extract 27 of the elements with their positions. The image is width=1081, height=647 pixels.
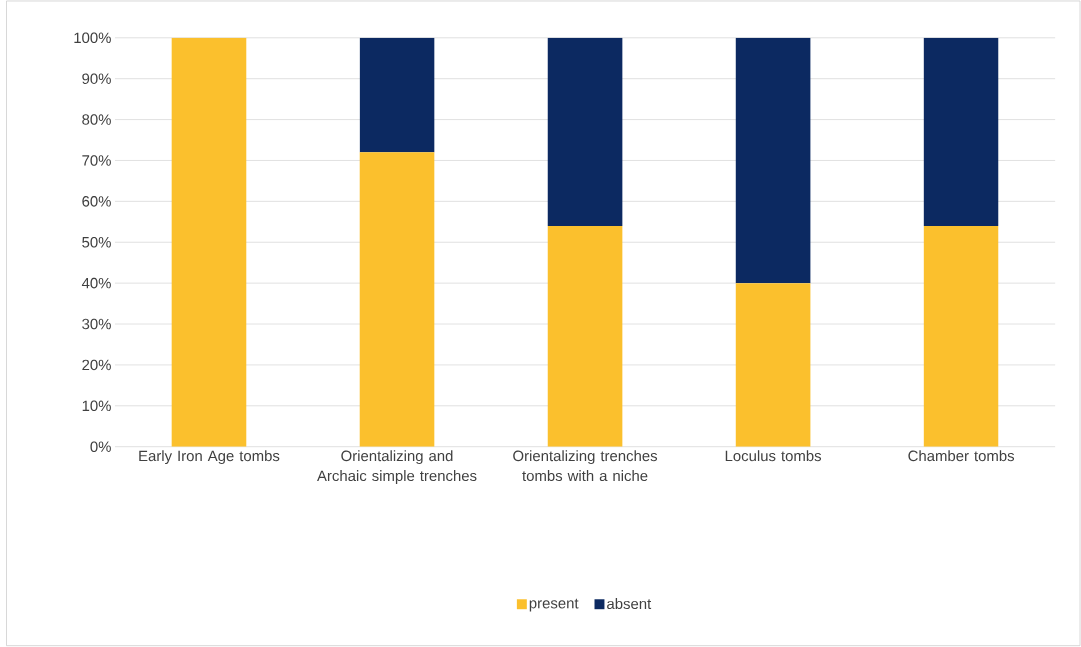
y-tick-label: 0% <box>90 441 111 453</box>
y-tick-label: 10% <box>82 400 111 412</box>
legend-label: absent <box>607 598 652 610</box>
x-tick-label: Loculus tombs <box>725 450 822 462</box>
y-tick-label: 60% <box>82 196 111 207</box>
y-tick-label: 90% <box>82 73 111 85</box>
y-tick-label: 70% <box>82 155 111 166</box>
bar <box>171 37 247 447</box>
y-tick-label: 40% <box>81 278 111 289</box>
y-tick-label: 80% <box>82 114 111 126</box>
bar <box>923 37 999 227</box>
bar <box>735 37 811 284</box>
x-tick-label: Orientalizing trenches tombs with a niche <box>513 450 658 482</box>
bar <box>547 37 623 227</box>
bar <box>547 226 623 447</box>
bar <box>923 226 999 447</box>
bar <box>735 283 811 447</box>
x-tick-label: Early Iron Age tombs <box>139 450 280 465</box>
y-tick-label: 30% <box>82 318 111 330</box>
y-tick-label: 100% <box>74 32 111 44</box>
x-tick-label: Chamber tombs <box>908 450 1015 462</box>
y-tick-label: 50% <box>82 237 111 248</box>
x-tick-label: Orientalizing and Archaic simple trenches <box>317 450 477 485</box>
y-tick-label: 20% <box>82 359 111 371</box>
bar <box>359 37 435 153</box>
legend-label: present <box>529 598 579 612</box>
bar <box>359 152 435 447</box>
